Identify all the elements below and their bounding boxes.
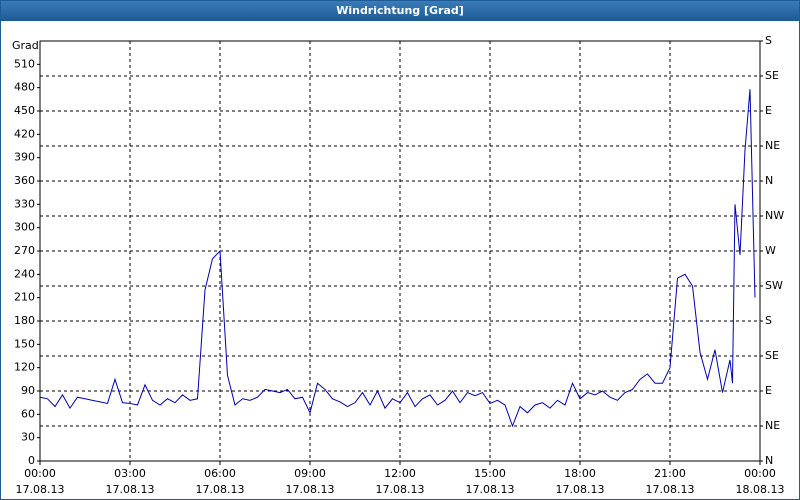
y2-tick-label: E — [765, 384, 772, 397]
y2-tick-label: S — [765, 34, 772, 47]
x-tick-date: 17.08.13 — [376, 483, 425, 496]
y2-tick-label: SE — [765, 349, 779, 362]
y2-tick-label: N — [765, 174, 773, 187]
x-tick-label: 00:00 — [24, 467, 56, 480]
y-tick-label: 90 — [21, 384, 35, 397]
x-tick-label: 15:00 — [474, 467, 506, 480]
x-tick-date: 17.08.13 — [556, 483, 605, 496]
y-tick-label: 240 — [14, 267, 35, 280]
y-tick-label: 270 — [14, 244, 35, 257]
y-tick-label: 480 — [14, 81, 35, 94]
x-tick-label: 21:00 — [654, 467, 686, 480]
plot-frame — [39, 40, 761, 462]
x-tick-date: 17.08.13 — [106, 483, 155, 496]
y-tick-label: 450 — [14, 104, 35, 117]
x-tick-date: 17.08.13 — [196, 483, 245, 496]
y-tick-label: 360 — [14, 174, 35, 187]
x-tick-date: 17.08.13 — [646, 483, 695, 496]
x-tick-label: 00:00 — [744, 467, 776, 480]
y2-tick-label: E — [765, 104, 772, 117]
y2-tick-label: NW — [765, 209, 784, 222]
x-tick-label: 12:00 — [384, 467, 416, 480]
y-tick-label: 210 — [14, 291, 35, 304]
x-tick-date: 17.08.13 — [16, 483, 65, 496]
y-tick-label: 120 — [14, 361, 35, 374]
x-tick-date: 18.08.13 — [736, 483, 785, 496]
y2-tick-label: NE — [765, 139, 780, 152]
y2-tick-label: N — [765, 454, 773, 467]
y-tick-label: 390 — [14, 151, 35, 164]
x-tick-date: 17.08.13 — [466, 483, 515, 496]
y-axis-label: Grad — [12, 39, 39, 52]
y2-tick-label: SE — [765, 69, 779, 82]
y-tick-label: 30 — [21, 431, 35, 444]
y2-tick-label: S — [765, 314, 772, 327]
y-tick-label: 60 — [21, 407, 35, 420]
y-tick-label: 180 — [14, 314, 35, 327]
title-bar: Windrichtung [Grad] — [1, 1, 799, 21]
x-tick-label: 03:00 — [114, 467, 146, 480]
x-tick-label: 09:00 — [294, 467, 326, 480]
y2-tick-label: NE — [765, 419, 780, 432]
y-tick-label: 150 — [14, 337, 35, 350]
y-tick-label: 510 — [14, 57, 35, 70]
y2-tick-label: SW — [765, 279, 783, 292]
y2-tick-label: W — [765, 244, 776, 257]
y-tick-label: 330 — [14, 197, 35, 210]
y-tick-label: 420 — [14, 127, 35, 140]
data-line — [39, 89, 756, 428]
x-tick-label: 18:00 — [564, 467, 596, 480]
x-tick-date: 17.08.13 — [286, 483, 335, 496]
x-tick-label: 06:00 — [204, 467, 236, 480]
y-tick-label: 300 — [14, 221, 35, 234]
y-tick-label: 0 — [28, 454, 35, 467]
